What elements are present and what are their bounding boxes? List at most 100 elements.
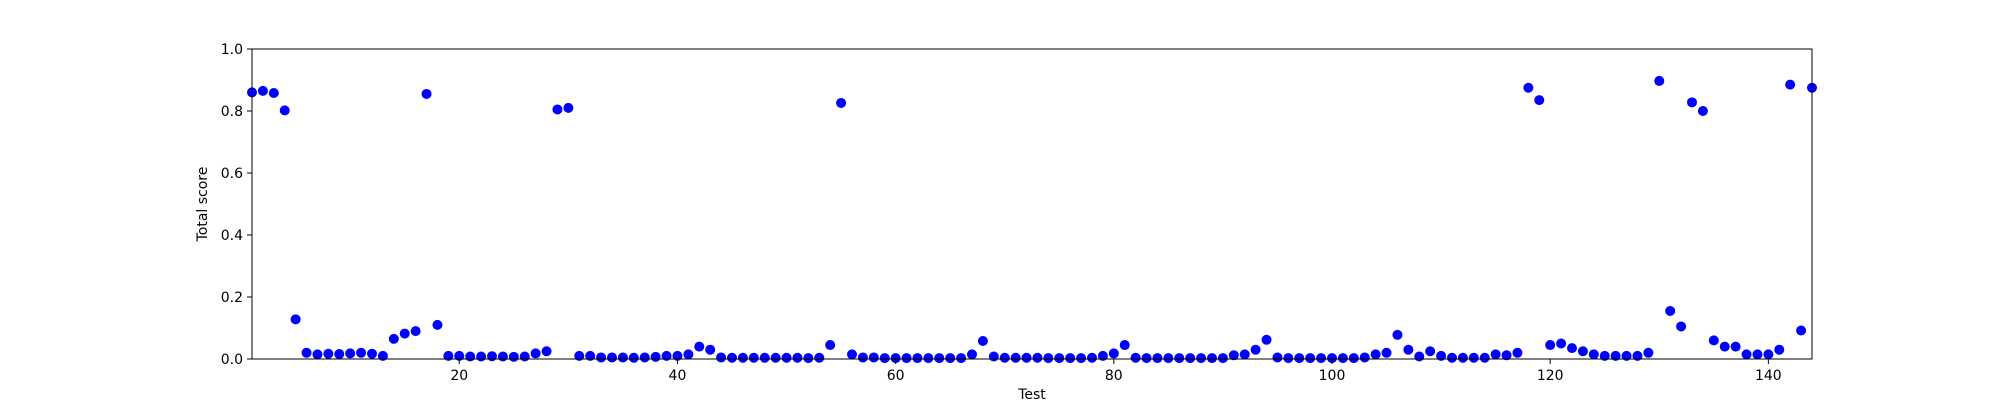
data-point [1163, 353, 1174, 364]
data-point [1217, 353, 1228, 364]
data-point [290, 314, 301, 325]
data-point [1512, 347, 1523, 358]
data-point [694, 341, 705, 352]
data-point [945, 353, 956, 364]
data-point [1392, 329, 1403, 340]
data-point [988, 351, 999, 362]
data-point [1316, 353, 1327, 364]
data-point [1457, 352, 1468, 363]
data-point [607, 352, 617, 363]
data-point [1687, 97, 1697, 108]
data-point [443, 350, 454, 361]
data-point [312, 349, 323, 360]
data-point [1534, 95, 1545, 106]
data-point [727, 352, 737, 363]
x-tick-label: 120 [1537, 368, 1564, 384]
data-point [628, 352, 639, 363]
data-point [1567, 343, 1577, 354]
x-tick-label: 40 [669, 368, 687, 384]
data-point [487, 351, 497, 362]
data-point [530, 348, 541, 359]
data-point [301, 347, 312, 358]
data-point [781, 352, 792, 363]
data-point [1676, 321, 1687, 332]
data-points [247, 75, 1817, 364]
data-point [803, 353, 814, 364]
data-point [1719, 341, 1730, 352]
data-point [454, 350, 465, 361]
data-point [410, 326, 421, 337]
data-point [1468, 352, 1479, 363]
data-point [890, 353, 901, 364]
data-point [683, 349, 694, 360]
y-axis-ticks: 0.0 0.2 0.4 0.6 0.8 1.0 [221, 42, 252, 368]
data-point [901, 353, 912, 364]
x-axis-ticks: 20 40 60 80 100 120 140 [450, 359, 1782, 384]
data-point [1130, 352, 1141, 363]
data-point [1447, 352, 1457, 363]
y-tick-label: 1.0 [221, 42, 243, 58]
data-point [639, 352, 650, 363]
data-point [977, 336, 988, 347]
data-point [519, 351, 530, 362]
data-point [792, 352, 803, 363]
data-point [868, 352, 879, 363]
data-point [1359, 352, 1370, 363]
data-point [934, 353, 945, 364]
data-point [1697, 106, 1708, 116]
data-point [1021, 352, 1032, 363]
x-tick-label: 100 [1319, 368, 1346, 384]
data-point [1414, 351, 1425, 362]
data-point [857, 352, 868, 363]
data-point [1708, 335, 1719, 346]
data-point [748, 352, 759, 363]
y-tick-label: 0.0 [221, 352, 243, 368]
data-point [1097, 350, 1108, 361]
data-point [759, 352, 770, 363]
data-point [1752, 349, 1763, 360]
data-point [1381, 347, 1392, 358]
data-point [1065, 353, 1076, 364]
data-point [1174, 353, 1185, 364]
data-point [377, 350, 388, 361]
data-point [1490, 349, 1501, 360]
data-point [1632, 350, 1643, 361]
data-point [1076, 353, 1087, 364]
data-point [923, 353, 934, 364]
data-point [1436, 350, 1447, 361]
data-point [476, 351, 487, 362]
data-point [912, 353, 923, 364]
data-point [541, 346, 552, 357]
data-point [1250, 344, 1261, 355]
data-point [1556, 338, 1567, 349]
data-point [672, 350, 683, 361]
data-point [334, 349, 345, 360]
data-point [1348, 353, 1359, 364]
data-point [1108, 348, 1119, 359]
data-point [1501, 350, 1512, 361]
data-point [1185, 353, 1196, 364]
data-point [497, 351, 508, 362]
data-point [279, 105, 290, 116]
data-point [1370, 349, 1381, 360]
data-point [1196, 353, 1207, 364]
data-point [1610, 350, 1621, 361]
data-point [574, 350, 585, 361]
data-point [879, 353, 890, 364]
data-point [421, 88, 432, 99]
data-point [1654, 75, 1665, 86]
data-point [1239, 349, 1250, 360]
data-point [388, 333, 399, 344]
data-point [967, 349, 977, 360]
data-point [1207, 353, 1217, 364]
data-point [1774, 344, 1785, 355]
y-tick-label: 0.4 [221, 228, 243, 244]
data-point [814, 352, 825, 363]
data-point [552, 104, 563, 115]
data-point [1305, 353, 1316, 364]
data-point [465, 351, 476, 362]
data-point [617, 352, 628, 363]
x-tick-label: 140 [1755, 368, 1782, 384]
